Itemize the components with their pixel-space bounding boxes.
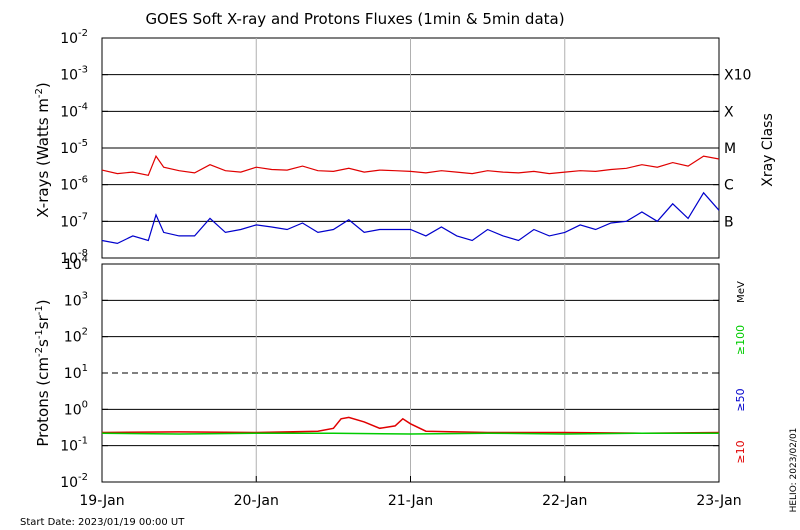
xray-y-tick: 10-3	[60, 65, 88, 84]
xray-y-tick-labels: 10-2 10-3 10-4 10-5 10-6 10-7 10-8	[60, 28, 719, 267]
proton-y-tick: 103	[64, 290, 88, 309]
xray-y-tick: 10-8	[60, 248, 88, 267]
energy-legend-entry: ≥50	[734, 388, 747, 411]
xray-class-label: B	[724, 214, 734, 230]
proton-y-tick: 101	[64, 363, 88, 382]
xray-series	[101, 154, 720, 245]
proton-y-tick: 100	[64, 399, 88, 418]
proton-series-green	[101, 432, 719, 435]
credit-label: HELIO: 2023/02/01	[789, 428, 799, 513]
proton-y-tick: 10-2	[60, 472, 88, 491]
xray-series-red	[101, 154, 720, 176]
energy-legend-entry: ≥10	[734, 440, 747, 463]
proton-series	[101, 416, 720, 435]
proton-energy-legend: ≥100 ≥50 ≥10	[734, 325, 747, 464]
energy-unit-label: MeV	[736, 281, 747, 303]
x-tick-label: 19-Jan	[79, 493, 124, 509]
proton-y-tick: 10-1	[60, 436, 88, 455]
energy-legend-entry: ≥100	[734, 325, 747, 355]
xray-class-labels: X10 X M C B	[724, 68, 751, 231]
x-tick-label: 23-Jan	[696, 493, 741, 509]
xray-y-tick: 10-2	[60, 28, 88, 47]
proton-y-tick: 104	[64, 254, 88, 273]
proton-gridlines	[102, 264, 719, 482]
xray-y-tick: 10-7	[60, 211, 88, 230]
x-tick-labels: 19-Jan 20-Jan 21-Jan 22-Jan 23-Jan	[79, 476, 742, 509]
proton-y-tick: 102	[64, 327, 88, 346]
x-tick-label: 22-Jan	[542, 493, 587, 509]
xray-y-tick: 10-5	[60, 138, 88, 157]
proton-y-tick-labels: 104 103 102 101 100 10-1 10-2	[60, 254, 719, 491]
x-tick-label: 21-Jan	[388, 493, 433, 509]
xray-y-tick: 10-6	[60, 175, 88, 194]
xray-class-label: M	[724, 141, 736, 157]
xray-ylabel: X-rays (Watts m-2)	[34, 82, 52, 217]
xray-class-label: X	[724, 104, 734, 120]
proton-ylabel: Protons (cm-2s-1sr-1)	[34, 299, 52, 446]
xray-class-label: C	[724, 178, 734, 194]
start-date: Start Date: 2023/01/19 00:00 UT	[20, 517, 185, 528]
x-tick-label: 20-Jan	[234, 493, 279, 509]
xray-class-label: X10	[724, 68, 751, 84]
proton-series-red	[101, 416, 720, 434]
xray-series-blue	[101, 191, 720, 245]
xray-y-tick: 10-4	[60, 101, 88, 120]
xray-class-axis-label: Xray Class	[760, 113, 776, 187]
xray-gridlines	[102, 38, 719, 258]
chart-title: GOES Soft X-ray and Protons Fluxes (1min…	[145, 10, 564, 28]
